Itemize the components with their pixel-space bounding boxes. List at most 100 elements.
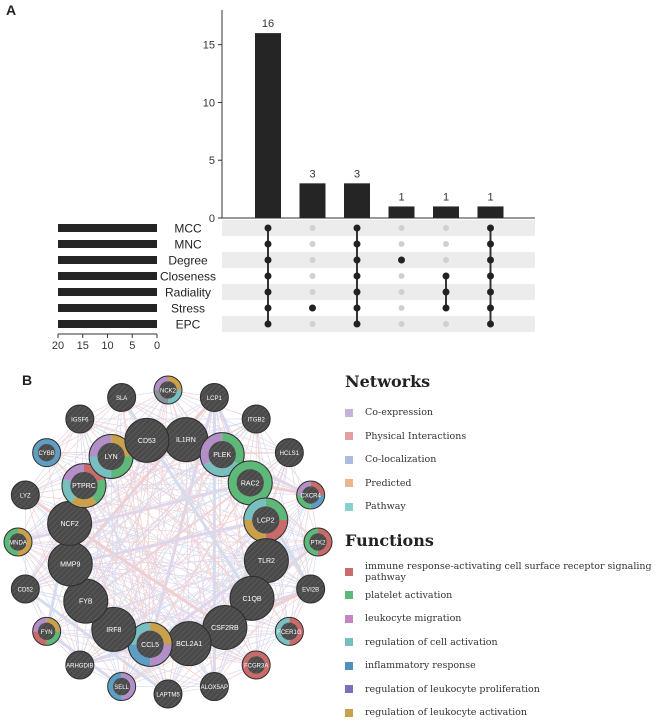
- network-edge: [185, 439, 190, 644]
- intersection-bar: [433, 206, 459, 218]
- network-edge: [69, 523, 253, 599]
- network-node: SELL: [107, 672, 137, 702]
- node-outline: [32, 616, 62, 646]
- node-core: [37, 622, 56, 641]
- node-outline: [91, 606, 137, 652]
- node-label: MMP9: [60, 561, 80, 568]
- networks-legend-item: Co-expression: [345, 401, 466, 425]
- node-outline: [61, 463, 107, 509]
- node-core: [309, 533, 327, 551]
- network-edge: [83, 485, 115, 630]
- matrix-dot-filled: [442, 288, 450, 296]
- network-node: LCP2: [243, 497, 289, 543]
- network-edge: [79, 664, 215, 687]
- node-label: CD52: [18, 587, 34, 593]
- panel-b-label: B: [22, 372, 33, 388]
- node-label: LAPTM5: [156, 693, 180, 699]
- network-edge: [110, 456, 190, 644]
- network-node: EVI2B: [296, 574, 326, 604]
- node-core: [301, 486, 320, 504]
- node-label: NCF2: [60, 521, 78, 528]
- set-size-tick-label: 15: [77, 340, 89, 352]
- set-name-label: MCC: [174, 222, 202, 236]
- functions-legend-label: inflammatory response: [365, 660, 476, 672]
- network-node: BCL2A1: [166, 621, 212, 667]
- node-outline: [241, 404, 271, 434]
- network-edge: [70, 482, 251, 565]
- networks-legend-label: Co-localization: [365, 454, 437, 466]
- functions-legend-swatch: [345, 685, 353, 694]
- networks-legend-swatch: [345, 455, 353, 464]
- network-node: LYZ: [10, 480, 40, 510]
- matrix-dot-filled: [353, 320, 361, 328]
- network-edge: [17, 541, 81, 666]
- node-core: [48, 541, 93, 586]
- functions-legend-item: leukocyte migration: [345, 607, 665, 631]
- node-core: [9, 533, 27, 551]
- set-name-label: EPC: [176, 318, 201, 332]
- network-edge: [85, 454, 223, 602]
- functions-legend-swatch: [345, 614, 353, 623]
- node-label: BCL2A1: [176, 641, 202, 648]
- network-node: FYN: [32, 616, 62, 646]
- matrix-dot-empty: [398, 273, 405, 279]
- node-core: [124, 418, 169, 463]
- node-label: FCER1G: [277, 630, 302, 636]
- network-edge: [85, 440, 148, 602]
- network-node: CD52: [10, 574, 40, 604]
- network-edge: [113, 482, 251, 630]
- node-label: IL1RN: [176, 437, 196, 444]
- node-core: [242, 405, 271, 434]
- matrix-dot-empty: [443, 257, 449, 263]
- matrix-dot-empty: [309, 257, 316, 263]
- networks-legend-label: Predicted: [365, 477, 412, 489]
- node-outline: [274, 616, 304, 646]
- node-label: LYZ: [20, 494, 31, 500]
- set-name-label: Closeness: [160, 270, 216, 284]
- matrix-dot-filled: [353, 256, 361, 264]
- node-outline: [153, 679, 183, 709]
- networks-legend-swatch: [345, 479, 353, 488]
- network-edge: [70, 560, 267, 565]
- network-edge: [255, 541, 319, 666]
- set-name-label: Stress: [171, 302, 205, 316]
- node-core: [11, 574, 40, 603]
- matrix-dot-filled: [353, 240, 361, 248]
- node-label: HCLS1: [280, 451, 300, 457]
- functions-legend-item: immune response-activating cell surface …: [345, 560, 665, 584]
- intersection-bar: [255, 33, 281, 218]
- network-node: SLA: [107, 382, 137, 412]
- node-core: [47, 501, 92, 546]
- bar-value-label: 1: [398, 191, 404, 203]
- node-core: [244, 538, 289, 583]
- network-node: LCP1: [199, 382, 229, 412]
- node-outline: [107, 382, 137, 412]
- node-outline: [3, 527, 33, 557]
- functions-legend-label: regulation of cell activation: [365, 636, 498, 648]
- set-size-tick-label: 5: [129, 340, 135, 352]
- node-outline: [296, 480, 326, 510]
- network-node: MNDA: [3, 527, 33, 557]
- network-edge: [70, 563, 311, 590]
- matrix-dot-filled: [487, 288, 494, 296]
- node-outline: [229, 575, 275, 621]
- node-label: ARHGDIB: [66, 663, 93, 669]
- node-core: [112, 677, 131, 696]
- network-edge: [188, 519, 267, 644]
- bar-value-label: 3: [354, 168, 360, 180]
- node-core: [163, 417, 208, 462]
- bar-value-label: 1: [487, 191, 493, 203]
- functions-legend-label: immune response-activating cell surface …: [365, 560, 652, 583]
- node-core: [154, 680, 182, 708]
- functions-legend-item: regulation of leukocyte proliferation: [345, 678, 665, 702]
- network-edge: [25, 397, 122, 496]
- matrix-dot-filled: [264, 320, 272, 328]
- network-edge: [46, 631, 215, 687]
- matrix-dot-filled: [353, 272, 361, 280]
- node-label: IGSF6: [71, 418, 89, 424]
- network-edge: [69, 439, 187, 565]
- node-label: CCL5: [141, 642, 159, 649]
- networks-legend-item: Co-localization: [345, 448, 466, 472]
- node-label: CYBB: [38, 451, 54, 457]
- network-edge: [149, 519, 267, 645]
